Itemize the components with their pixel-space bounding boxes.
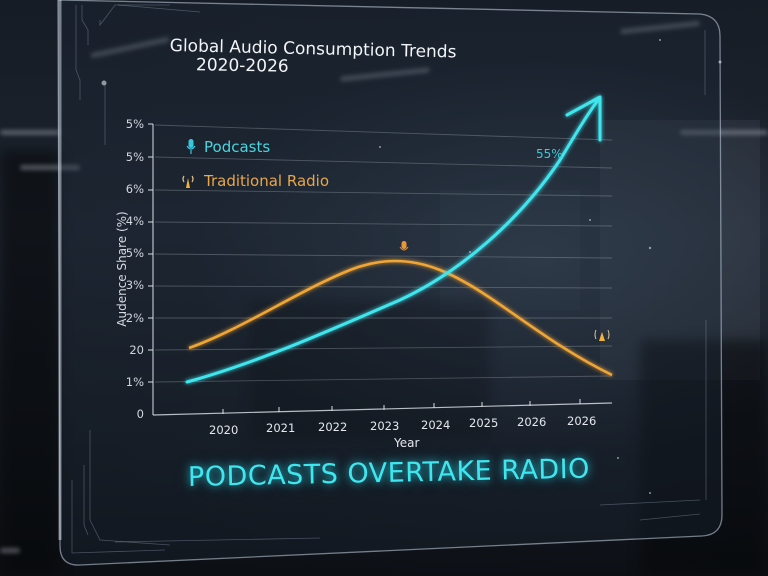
- grid-lines: [154, 124, 613, 383]
- y-tick: 5%: [125, 150, 144, 164]
- chart-subtitle: 2020-2026: [195, 55, 289, 77]
- y-tick: 20: [129, 343, 144, 357]
- background-shadow: [640, 340, 768, 576]
- legend-podcasts: Podcasts: [186, 138, 270, 156]
- y-axis-label: Audence Share (%): [115, 211, 129, 327]
- percent-annotation: 55%: [536, 147, 563, 161]
- light-streak: [680, 130, 768, 135]
- y-tick: 5%: [125, 117, 144, 131]
- y-tick: 6%: [125, 182, 144, 196]
- x-tick: 2024: [421, 418, 451, 432]
- x-tick: 2020: [209, 423, 239, 437]
- y-tick: 0: [136, 407, 144, 421]
- podcasts-line: [185, 98, 600, 384]
- arrow-head-icon: [565, 95, 602, 142]
- x-axis-label: Year: [394, 436, 420, 450]
- y-tick: 3%: [125, 278, 144, 292]
- light-streak: [0, 548, 20, 553]
- y-tick: 4%: [125, 214, 144, 228]
- x-tick: 2025: [469, 416, 499, 430]
- y-tick: 5%: [125, 246, 144, 260]
- radio-tower-marker-icon: [594, 329, 610, 341]
- light-streak: [0, 130, 60, 135]
- x-tick: 2026: [517, 415, 547, 429]
- background-window: [440, 190, 580, 310]
- microphone-marker-icon: [399, 241, 409, 251]
- background-shadow: [250, 300, 490, 440]
- legend-traditional-radio: Traditional Radio: [180, 172, 329, 190]
- background-window: [600, 120, 760, 380]
- light-streak: [20, 165, 80, 170]
- x-tick: 2022: [318, 420, 348, 434]
- legend-label: Podcasts: [204, 138, 271, 156]
- axes: [148, 123, 613, 416]
- y-tick: 2%: [125, 311, 144, 325]
- legend-label: Traditional Radio: [204, 172, 330, 190]
- background-shadow: [0, 150, 60, 576]
- microphone-icon: [186, 139, 196, 154]
- radio-line: [188, 259, 613, 377]
- radio-tower-icon: [182, 175, 194, 188]
- x-tick: 2026: [567, 414, 597, 428]
- x-tick: 2023: [370, 419, 400, 433]
- x-tick: 2021: [266, 421, 296, 435]
- y-tick: 1%: [125, 375, 144, 389]
